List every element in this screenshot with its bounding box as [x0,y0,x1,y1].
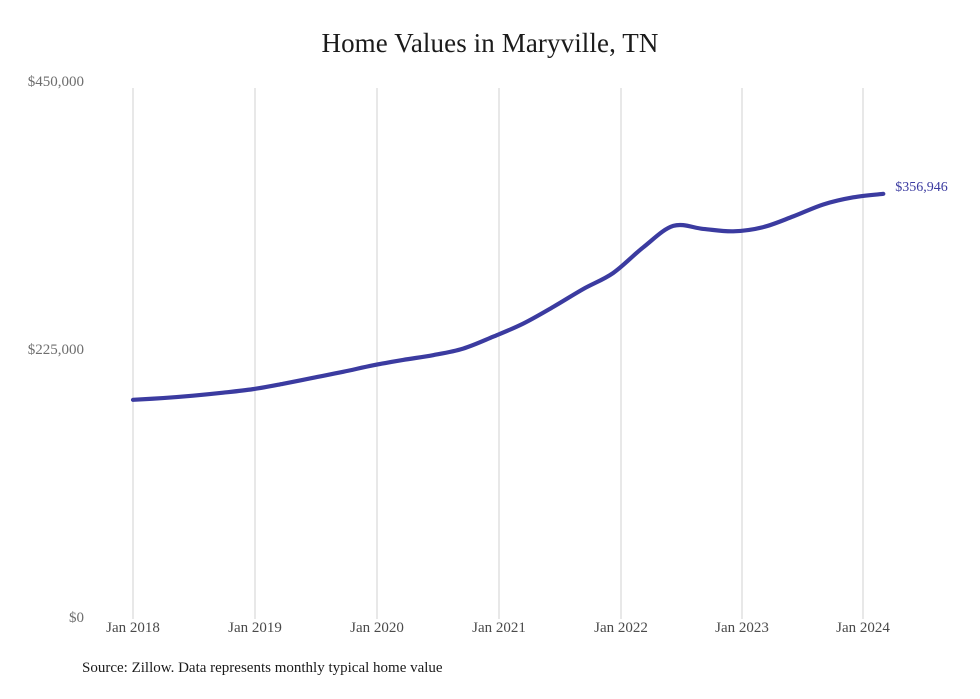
x-axis-tick-jan-2019: Jan 2019 [228,620,282,636]
x-axis-tick-jan-2023: Jan 2023 [715,620,769,636]
endpoint-value-label: $356,946 [895,179,948,195]
source-note: Source: Zillow. Data represents monthly … [82,660,443,676]
y-axis-tick-450000: $450,000 [27,74,84,90]
x-gridlines [132,88,864,619]
x-axis-tick-jan-2021: Jan 2021 [472,620,526,636]
y-axis-tick-225000: $225,000 [27,342,84,358]
chart-title: Home Values in Maryville, TN [321,28,659,58]
x-axis-tick-jan-2024: Jan 2024 [836,620,890,636]
x-axis-tick-jan-2022: Jan 2022 [594,620,648,636]
x-axis-tick-jan-2020: Jan 2020 [350,620,404,636]
x-axis-tick-jan-2018: Jan 2018 [106,620,160,636]
y-axis-tick-0: $0 [69,610,84,626]
line-series-typical-home-value [130,191,886,402]
